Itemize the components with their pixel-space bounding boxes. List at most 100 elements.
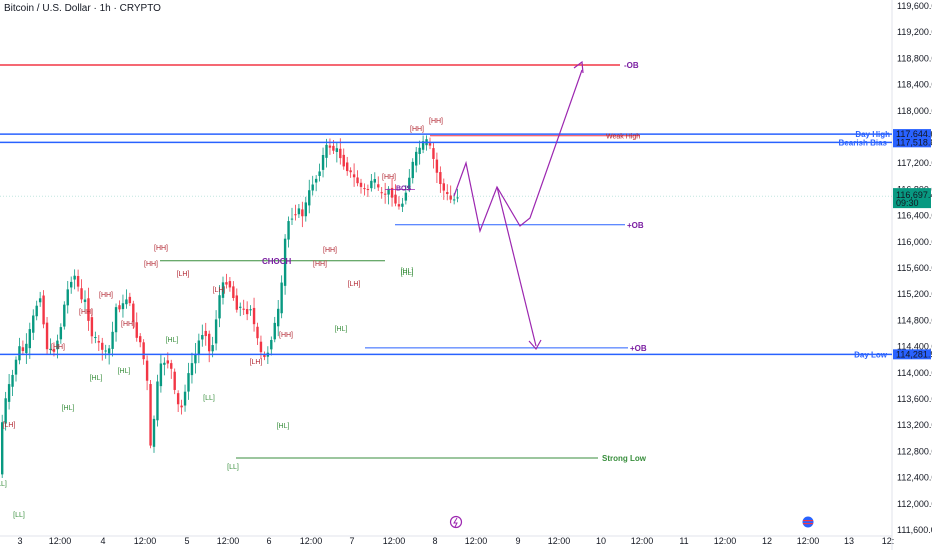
candle-body — [135, 322, 138, 338]
candle-body — [328, 145, 332, 148]
candle-body — [456, 197, 459, 199]
choch-label: CHOCH — [262, 257, 292, 266]
candle-body — [111, 331, 114, 349]
candle-body — [56, 340, 59, 350]
candle-body — [194, 353, 197, 364]
candle-body — [18, 346, 21, 361]
candle-body — [183, 391, 187, 406]
time-tick-label: 12:00 — [797, 536, 820, 546]
structure-label: [HL] — [62, 405, 75, 412]
candle-body — [408, 177, 411, 190]
day-low-price-badge: 114,281.99 — [896, 349, 932, 359]
candle-body — [32, 315, 35, 333]
time-tick-label: 5 — [184, 536, 189, 546]
candle-body — [97, 341, 100, 343]
candle-body — [225, 282, 228, 285]
candle-body — [142, 342, 145, 360]
time-tick-label: 7 — [349, 536, 354, 546]
candle-body — [263, 354, 266, 358]
price-tick-label: 112,000.00 — [897, 499, 932, 509]
candle-body — [114, 307, 118, 333]
candle-body — [370, 180, 373, 189]
bearish-bias-label: Bearish Bias — [839, 138, 888, 147]
candle-body — [366, 189, 370, 191]
candle-body — [7, 384, 11, 402]
candle-body — [287, 221, 290, 240]
day-high-price-badge-bg — [893, 129, 931, 140]
price-tick-label: 118,400.00 — [897, 80, 932, 90]
price-tick-label: 111,600.00 — [897, 525, 932, 535]
us-flag-stripe — [803, 520, 813, 522]
candle-body — [452, 199, 456, 201]
candle-body — [332, 145, 335, 151]
candle-body — [401, 203, 404, 207]
candle-body — [432, 148, 435, 159]
candle-body — [214, 319, 218, 344]
candle-body — [145, 360, 149, 381]
time-tick-label: 12:00 — [465, 536, 488, 546]
candle-body — [118, 305, 121, 310]
candle-body — [21, 347, 25, 352]
candle-body — [252, 307, 256, 325]
day-high-price-badge: 117,644.68 — [896, 129, 932, 139]
plus-ob-lower-label: +OB — [630, 344, 647, 353]
candle-body — [25, 343, 28, 354]
time-tick-label: 12:00 — [631, 536, 654, 546]
candle-body — [180, 405, 183, 408]
candle-body — [304, 202, 307, 217]
structure-label: [HH] — [429, 118, 443, 125]
structure-label: [LL] — [203, 395, 215, 402]
candle-body — [152, 418, 156, 447]
price-tick-label: 114,400.00 — [897, 342, 932, 352]
structure-label: [HH] — [154, 245, 168, 252]
time-tick-label: 12:00 — [548, 536, 571, 546]
candle-body — [176, 393, 180, 405]
day-low-label: Day Low — [854, 350, 888, 359]
structure-label: [LL] — [227, 464, 239, 471]
candle-body — [70, 281, 73, 288]
candle-body — [256, 326, 259, 339]
price-tick-label: 115,200.00 — [897, 289, 932, 299]
candle-body — [28, 329, 31, 349]
arrow-head-up — [573, 60, 584, 74]
time-tick-label: 4 — [100, 536, 105, 546]
candle-body — [242, 308, 245, 310]
time-tick-label: 12 — [762, 536, 772, 546]
candle-body — [394, 194, 397, 204]
structure-label: [LH] — [213, 287, 226, 294]
candle-body — [290, 218, 294, 220]
candle-body — [11, 374, 14, 387]
chart-title: Bitcoin / U.S. Dollar · 1h · CRYPTO — [4, 3, 161, 14]
candle-body — [273, 322, 276, 340]
candle-body — [308, 190, 311, 206]
current-price-badge: 116,697.46 — [896, 190, 932, 200]
structure-label: [HH] — [51, 344, 65, 351]
candle-body — [80, 288, 83, 300]
candle-body — [83, 299, 87, 302]
price-tick-label: 119,200.00 — [897, 27, 932, 37]
candle-body — [373, 179, 376, 183]
candle-body — [397, 204, 401, 207]
structure-label: [LH] — [3, 422, 16, 429]
bos-label: BOS — [396, 185, 412, 192]
candle-body — [38, 298, 42, 303]
arrow-head-down — [528, 339, 542, 351]
structure-label: [HH] — [313, 261, 327, 268]
time-tick-label: 12:00 — [300, 536, 323, 546]
candle-body — [59, 327, 63, 340]
candle-body — [383, 193, 387, 195]
candle-body — [201, 335, 204, 340]
time-tick-label: 12:00 — [383, 536, 406, 546]
candle-body — [294, 214, 297, 216]
candle-body — [359, 182, 363, 187]
us-flag-icon — [802, 516, 814, 528]
candle-body — [125, 299, 128, 305]
structure-label: [HH] — [79, 309, 93, 316]
structure-label: [HL] — [401, 270, 414, 277]
candle-body — [42, 295, 45, 325]
candle-body — [173, 371, 176, 390]
candle-body — [204, 330, 207, 337]
time-tick-label: 11 — [679, 536, 688, 546]
price-tick-label: 117,200.00 — [897, 158, 932, 168]
